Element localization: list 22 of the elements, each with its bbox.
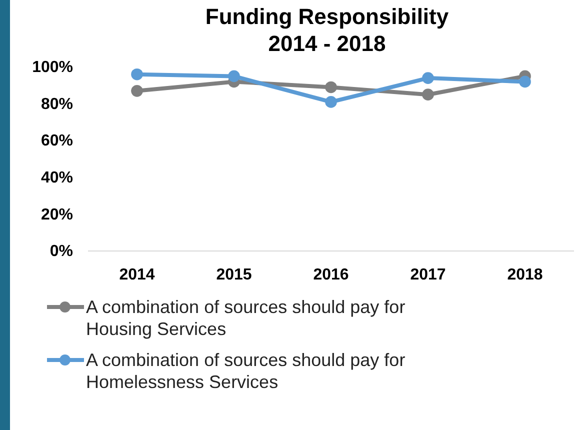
y-tick-label: 100% (32, 59, 73, 76)
point (519, 76, 531, 88)
x-tick-label: 2017 (410, 266, 446, 284)
point (422, 88, 434, 101)
point (325, 96, 337, 108)
legend-label: A combination of sources should pay for Housing Services (86, 297, 406, 339)
point (228, 70, 240, 82)
point (325, 81, 337, 94)
point (131, 68, 143, 80)
x-tick-label: 2016 (313, 266, 349, 284)
y-tick-label: 60% (40, 132, 73, 150)
x-tick-label: 2014 (119, 266, 155, 284)
legend-label: A combination of sources should pay for Homelessness Services (86, 350, 406, 392)
point (422, 72, 434, 84)
y-tick-label: 80% (40, 96, 73, 113)
y-tick-label: 0% (50, 243, 73, 260)
point (131, 85, 143, 97)
y-tick-label: 20% (40, 206, 73, 224)
y-tick-label: 40% (40, 170, 73, 187)
x-tick-label: 2015 (216, 266, 252, 284)
x-tick-label: 2018 (507, 266, 543, 284)
chart-title: Funding Responsibility 2014 - 2018 (205, 4, 450, 56)
